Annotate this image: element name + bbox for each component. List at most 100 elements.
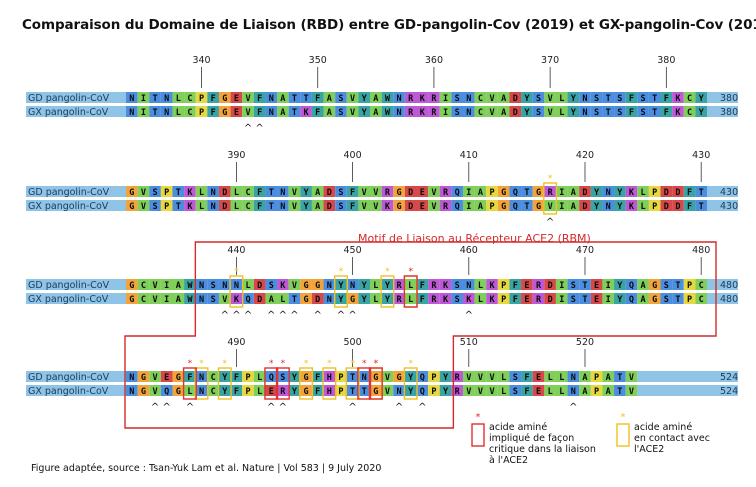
residue-cell bbox=[230, 279, 243, 290]
residue-letter: Y bbox=[524, 108, 530, 118]
residue-cell bbox=[683, 279, 696, 290]
residue-letter: R bbox=[397, 295, 403, 305]
residue-cell bbox=[230, 92, 243, 103]
critical-star: * bbox=[362, 359, 367, 369]
position-tick-label: 450 bbox=[344, 245, 362, 256]
residue-cell bbox=[602, 200, 615, 211]
residue-letter: C bbox=[478, 108, 483, 118]
residue-letter: L bbox=[478, 295, 483, 305]
residue-cell bbox=[672, 92, 684, 103]
residue-cell bbox=[428, 293, 440, 304]
residue-cell bbox=[637, 186, 649, 197]
residue-letter: A bbox=[176, 281, 181, 291]
residue-cell bbox=[126, 200, 138, 211]
residue-cell bbox=[323, 385, 336, 396]
residue-cell bbox=[509, 106, 522, 117]
legend-critical-box bbox=[471, 423, 485, 447]
residue-cell bbox=[439, 186, 452, 197]
residue-cell bbox=[602, 279, 615, 290]
residue-cell bbox=[370, 200, 382, 211]
residue-cell bbox=[672, 279, 684, 290]
contact-star: * bbox=[350, 359, 355, 369]
residue-cell bbox=[614, 200, 626, 211]
end-band bbox=[637, 371, 738, 382]
difference-caret: ^ bbox=[290, 310, 298, 321]
residue-letter: R bbox=[536, 281, 542, 291]
residue-letter: G bbox=[129, 188, 134, 198]
residue-cell bbox=[160, 106, 173, 117]
residue-letter: Q bbox=[513, 202, 518, 212]
residue-cell bbox=[532, 279, 545, 290]
residue-cell bbox=[230, 106, 243, 117]
residue-cell bbox=[555, 200, 568, 211]
residue-cell bbox=[451, 293, 463, 304]
residue-cell bbox=[509, 92, 522, 103]
residue-letter: N bbox=[199, 387, 204, 397]
residue-letter: D bbox=[513, 94, 518, 104]
residue-letter: K bbox=[385, 202, 391, 212]
residue-cell bbox=[486, 200, 498, 211]
legend-contact-box bbox=[616, 423, 630, 447]
residue-cell bbox=[451, 279, 463, 290]
residue-cell bbox=[590, 200, 603, 211]
residue-letter: N bbox=[327, 281, 332, 291]
residue-letter: F bbox=[187, 373, 192, 383]
residue-cell bbox=[672, 186, 684, 197]
residue-letter: Y bbox=[617, 295, 623, 305]
difference-caret: ^ bbox=[279, 402, 287, 413]
residue-cell bbox=[277, 200, 289, 211]
residue-letter: Q bbox=[245, 295, 250, 305]
residue-cell bbox=[625, 279, 638, 290]
critical-residue-box bbox=[368, 367, 383, 400]
residue-letter: Y bbox=[338, 281, 344, 291]
residue-letter: P bbox=[338, 373, 343, 383]
residue-cell bbox=[416, 200, 429, 211]
residue-cell bbox=[393, 200, 405, 211]
residue-cell bbox=[439, 385, 452, 396]
residue-letter: Y bbox=[385, 295, 391, 305]
residue-letter: L bbox=[257, 373, 262, 383]
residue-cell bbox=[521, 371, 533, 382]
residue-cell bbox=[416, 279, 429, 290]
residue-letter: C bbox=[699, 295, 704, 305]
residue-letter: G bbox=[129, 295, 134, 305]
residue-letter: T bbox=[699, 188, 704, 198]
residue-cell bbox=[451, 92, 463, 103]
residue-cell bbox=[335, 279, 347, 290]
residue-cell bbox=[648, 293, 661, 304]
residue-cell bbox=[311, 200, 324, 211]
rbm-outline bbox=[124, 241, 717, 429]
residue-cell bbox=[590, 186, 603, 197]
residue-letter: S bbox=[211, 281, 216, 291]
residue-cell bbox=[126, 279, 138, 290]
residue-cell bbox=[149, 371, 161, 382]
residue-cell bbox=[393, 371, 405, 382]
residue-letter: S bbox=[536, 108, 541, 118]
residue-cell bbox=[335, 200, 347, 211]
residue-letter: N bbox=[129, 387, 134, 397]
residue-cell bbox=[486, 293, 498, 304]
residue-letter: T bbox=[617, 373, 622, 383]
residue-cell bbox=[579, 106, 591, 117]
residue-cell bbox=[126, 385, 138, 396]
residue-letter: A bbox=[606, 373, 611, 383]
residue-cell bbox=[160, 200, 173, 211]
residue-cell bbox=[567, 279, 580, 290]
residue-letter: R bbox=[280, 387, 286, 397]
residue-cell bbox=[207, 293, 219, 304]
residue-cell bbox=[184, 92, 196, 103]
residue-letter: P bbox=[489, 202, 494, 212]
residue-cell bbox=[184, 293, 196, 304]
contact-star: * bbox=[548, 174, 553, 184]
residue-cell bbox=[137, 293, 150, 304]
residue-cell bbox=[462, 279, 475, 290]
residue-letter: W bbox=[187, 295, 193, 305]
residue-cell bbox=[567, 293, 580, 304]
residue-letter: L bbox=[559, 94, 564, 104]
residue-letter: Q bbox=[164, 387, 169, 397]
residue-letter: P bbox=[489, 188, 494, 198]
residue-letter: G bbox=[304, 295, 309, 305]
residue-letter: V bbox=[548, 202, 553, 212]
residue-cell bbox=[370, 371, 382, 382]
